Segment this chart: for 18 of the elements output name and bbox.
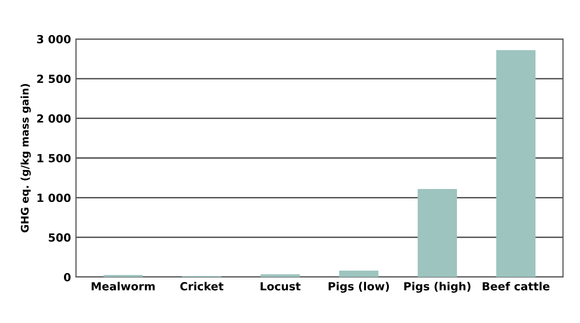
y-tick-label: 2 000 (37, 114, 71, 123)
x-tick-label: Cricket (180, 282, 224, 290)
x-tick-label: Pigs (low) (328, 282, 389, 293)
bar (260, 274, 300, 277)
x-tick-label: Locust (260, 282, 301, 290)
x-tick-label: Pigs (high) (404, 282, 470, 293)
y-tick-label: 3 000 (37, 34, 71, 44)
y-tick-label: 500 (48, 233, 71, 242)
bar (496, 50, 536, 277)
y-tick-label: 0 (64, 272, 71, 282)
x-tick-label: Beef cattle (482, 282, 550, 290)
bar (418, 188, 457, 277)
y-tick-label: 1 000 (38, 194, 71, 202)
x-tick-label: Mealworm (92, 282, 155, 290)
y-tick-label: 1 500 (38, 154, 71, 162)
y-tick-label: 2 500 (37, 74, 71, 84)
y-axis-title: GHG eq. (g/kg mass gain) (20, 84, 31, 232)
bar (339, 270, 378, 277)
